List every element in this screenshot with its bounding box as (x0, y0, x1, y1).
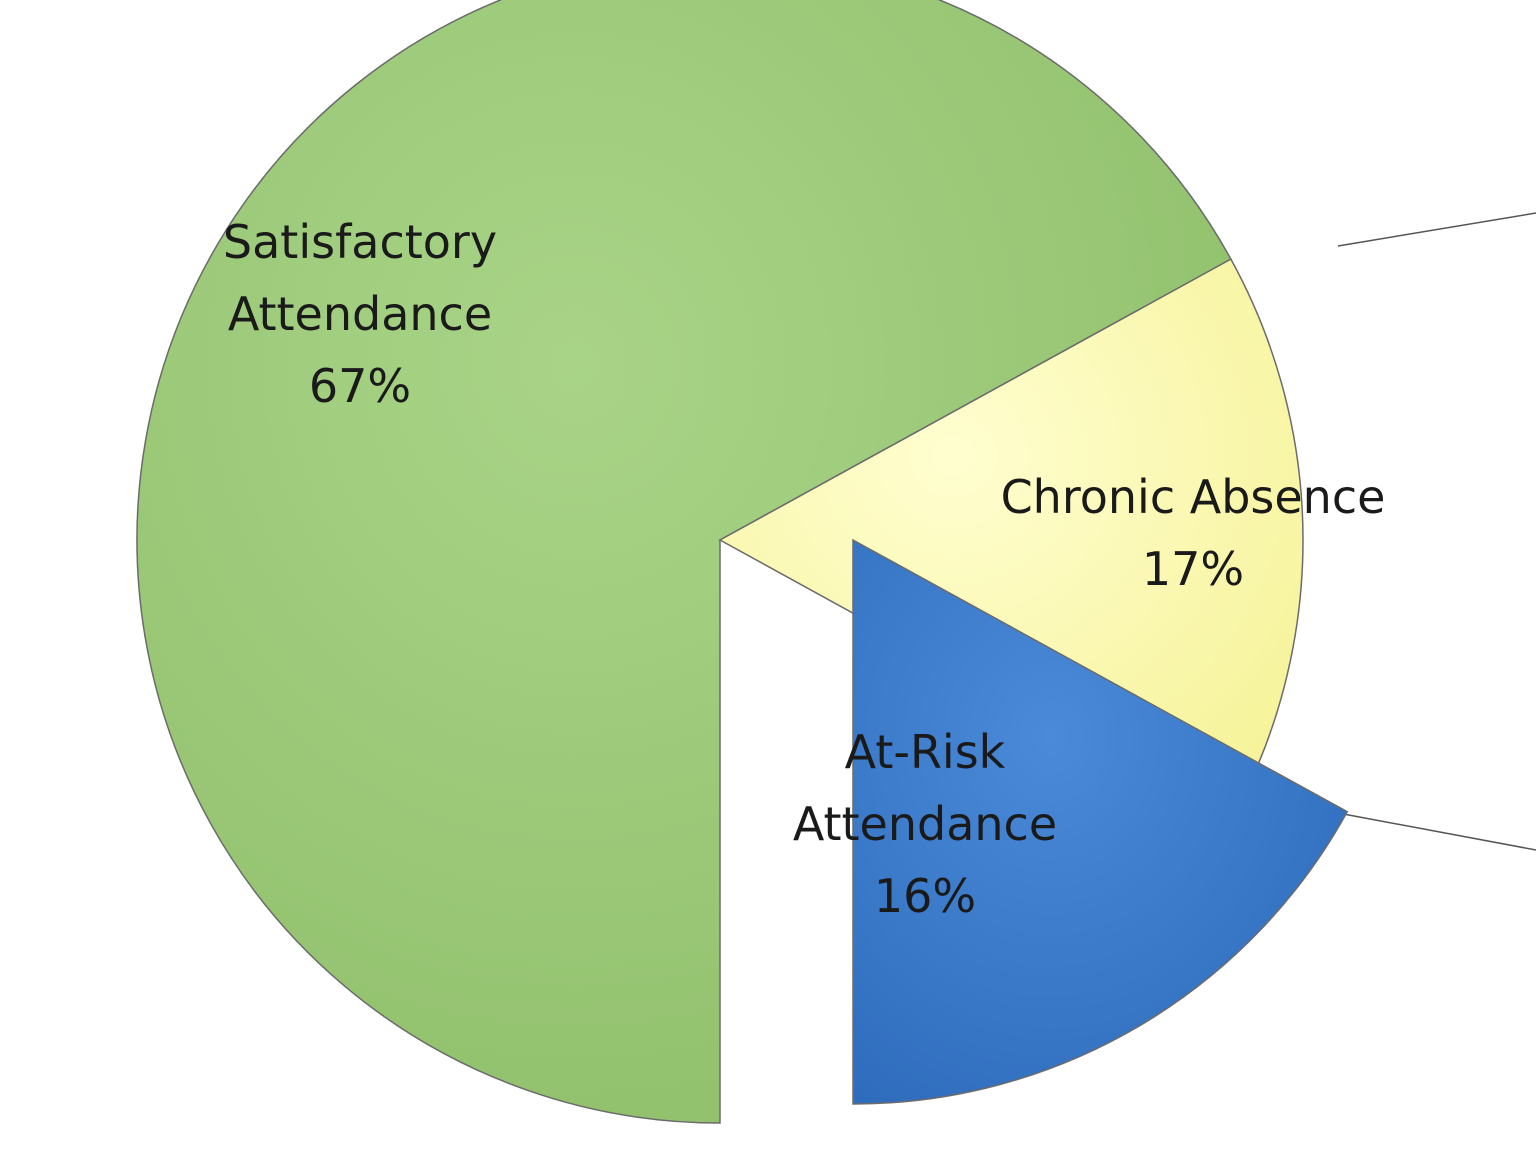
pie-slice (136, 0, 1232, 1124)
slice-category-label: At-Risk (845, 725, 1006, 779)
slice-category-label: Attendance (228, 287, 492, 341)
leader-line-top (1337, 212, 1536, 247)
slice-value-label: 16% (874, 869, 976, 923)
pie-slice (718, 258, 1304, 822)
slice-value-label: 67% (309, 359, 411, 413)
slice-category-label: Satisfactory (223, 215, 497, 269)
slice-category-label: Chronic Absence (1001, 470, 1386, 524)
slice-category-label: Attendance (793, 797, 1057, 851)
pie-slice (852, 538, 1349, 1105)
leader-line-bottom (1337, 812, 1536, 851)
pie-labels: Satisfactory Attendance 67% At-Risk Attendan… (223, 215, 1386, 923)
slice-value-label: 17% (1142, 542, 1244, 596)
pie-slices (136, 0, 1349, 1124)
